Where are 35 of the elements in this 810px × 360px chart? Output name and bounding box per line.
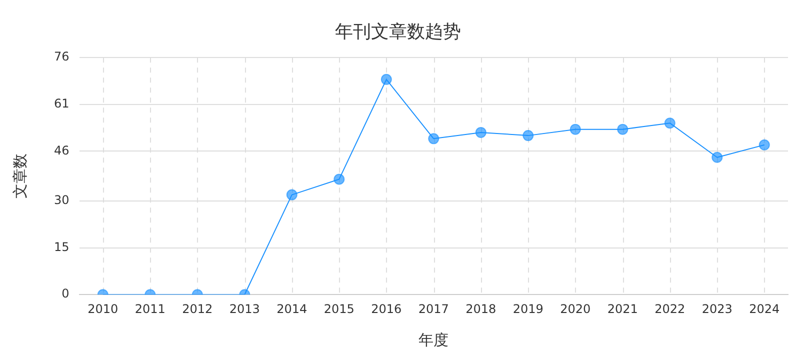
point xyxy=(712,152,723,163)
y-axis-title: 文章数 xyxy=(10,154,29,199)
point xyxy=(334,174,345,185)
x-tick-label: 2018 xyxy=(466,302,496,316)
x-tick-label: 2015 xyxy=(324,302,354,316)
point xyxy=(380,74,392,85)
x-tick-label: 2012 xyxy=(182,302,213,316)
point xyxy=(428,133,440,144)
point xyxy=(664,118,676,129)
y-tick-label: 76 xyxy=(54,50,70,64)
point xyxy=(286,189,298,200)
x-tick-label: 2011 xyxy=(134,302,166,316)
y-tick-label: 61 xyxy=(54,96,70,110)
x-tick-label: 2022 xyxy=(654,302,686,316)
x-tick-label: 2020 xyxy=(560,302,591,316)
x-tick-label: 2021 xyxy=(607,302,638,316)
y-tick-label: 46 xyxy=(54,143,70,158)
x-tick-label: 2013 xyxy=(229,302,260,316)
x-tick-label: 2010 xyxy=(88,302,118,316)
y-tick-label: 0 xyxy=(62,286,70,301)
point xyxy=(475,126,486,138)
x-tick-label: 2017 xyxy=(418,302,449,316)
x-tick-label: 2014 xyxy=(276,302,308,316)
y-tick-label: 15 xyxy=(54,240,70,254)
x-tick-label: 2016 xyxy=(371,302,402,316)
point xyxy=(758,139,770,150)
point xyxy=(617,124,628,135)
y-tick-label: 30 xyxy=(54,193,70,208)
x-tick-label: 2024 xyxy=(749,302,780,316)
point xyxy=(570,124,581,135)
point xyxy=(522,130,534,142)
x-axis-title: 年度 xyxy=(418,330,449,349)
x-tick-label: 2023 xyxy=(702,302,732,316)
chart-title: 年刊文章数趋势 xyxy=(335,21,461,42)
x-tick-label: 2019 xyxy=(512,302,544,316)
